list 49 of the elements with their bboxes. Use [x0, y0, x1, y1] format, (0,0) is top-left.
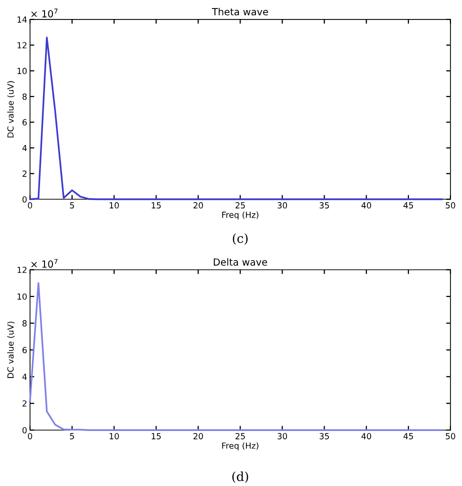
- x-tick-label: 5: [70, 202, 74, 208]
- y-tick-label: 8: [22, 93, 27, 100]
- x-tick-label: 5: [70, 433, 74, 440]
- chart-title: Delta wave: [214, 258, 268, 266]
- x-tick-label: 40: [361, 433, 372, 440]
- x-tick-label: 10: [110, 202, 119, 208]
- x-tick-label: 50: [446, 202, 456, 208]
- x-tick-label: 50: [446, 433, 456, 440]
- x-axis-title: Freq (Hz): [222, 212, 258, 220]
- x-axis-title: Freq (Hz): [222, 442, 258, 450]
- x-tick-label: 20: [194, 202, 203, 208]
- x-tick-label: 35: [320, 433, 329, 440]
- y-tick-label: 8: [22, 320, 27, 326]
- y-tick-label: 4: [22, 144, 27, 152]
- x-tick-label: 45: [404, 202, 413, 208]
- x-tick-label: 30: [278, 433, 288, 440]
- y-tick-label: 0: [22, 196, 27, 203]
- y-tick-label: 4: [22, 374, 27, 380]
- y-tick-label: 2: [22, 170, 26, 177]
- x-tick-label: 15: [152, 433, 161, 440]
- line-series: [29, 36, 443, 200]
- x-tick-label: 20: [194, 433, 203, 440]
- x-tick-label: 30: [278, 202, 288, 208]
- x-tick-label: 40: [361, 202, 372, 208]
- x-tick-label: 0: [28, 202, 32, 208]
- y-tick-label: 10: [18, 68, 27, 74]
- y-tick-label: 2: [22, 400, 26, 407]
- x-tick-label: 35: [320, 202, 329, 208]
- y-axis-title: DC value (uV): [7, 322, 15, 378]
- text: × 10$^{7}$: [31, 258, 58, 268]
- x-tick-label: 0: [28, 433, 32, 440]
- y-tick-label: 6: [22, 346, 27, 354]
- text: (d): [232, 471, 248, 483]
- x-tick-label: 15: [152, 202, 161, 208]
- x-tick-label: 45: [404, 433, 413, 440]
- y-tick-label: 10: [18, 293, 27, 300]
- y-tick-label: 14: [18, 16, 27, 23]
- line-series: [29, 282, 443, 431]
- text: (c): [232, 233, 248, 245]
- y-tick-label: 0: [22, 427, 27, 434]
- y-tick-label: 12: [18, 266, 26, 273]
- chart-title: Theta wave: [212, 8, 268, 16]
- y-tick-label: 6: [22, 119, 27, 126]
- y-tick-label: 12: [18, 42, 26, 48]
- x-tick-label: 25: [236, 433, 245, 440]
- x-tick-label: 10: [110, 433, 119, 440]
- y-axis-title: DC value (uV): [7, 81, 15, 138]
- x-tick-label: 25: [236, 202, 245, 208]
- text: × 10$^{7}$: [31, 8, 58, 18]
